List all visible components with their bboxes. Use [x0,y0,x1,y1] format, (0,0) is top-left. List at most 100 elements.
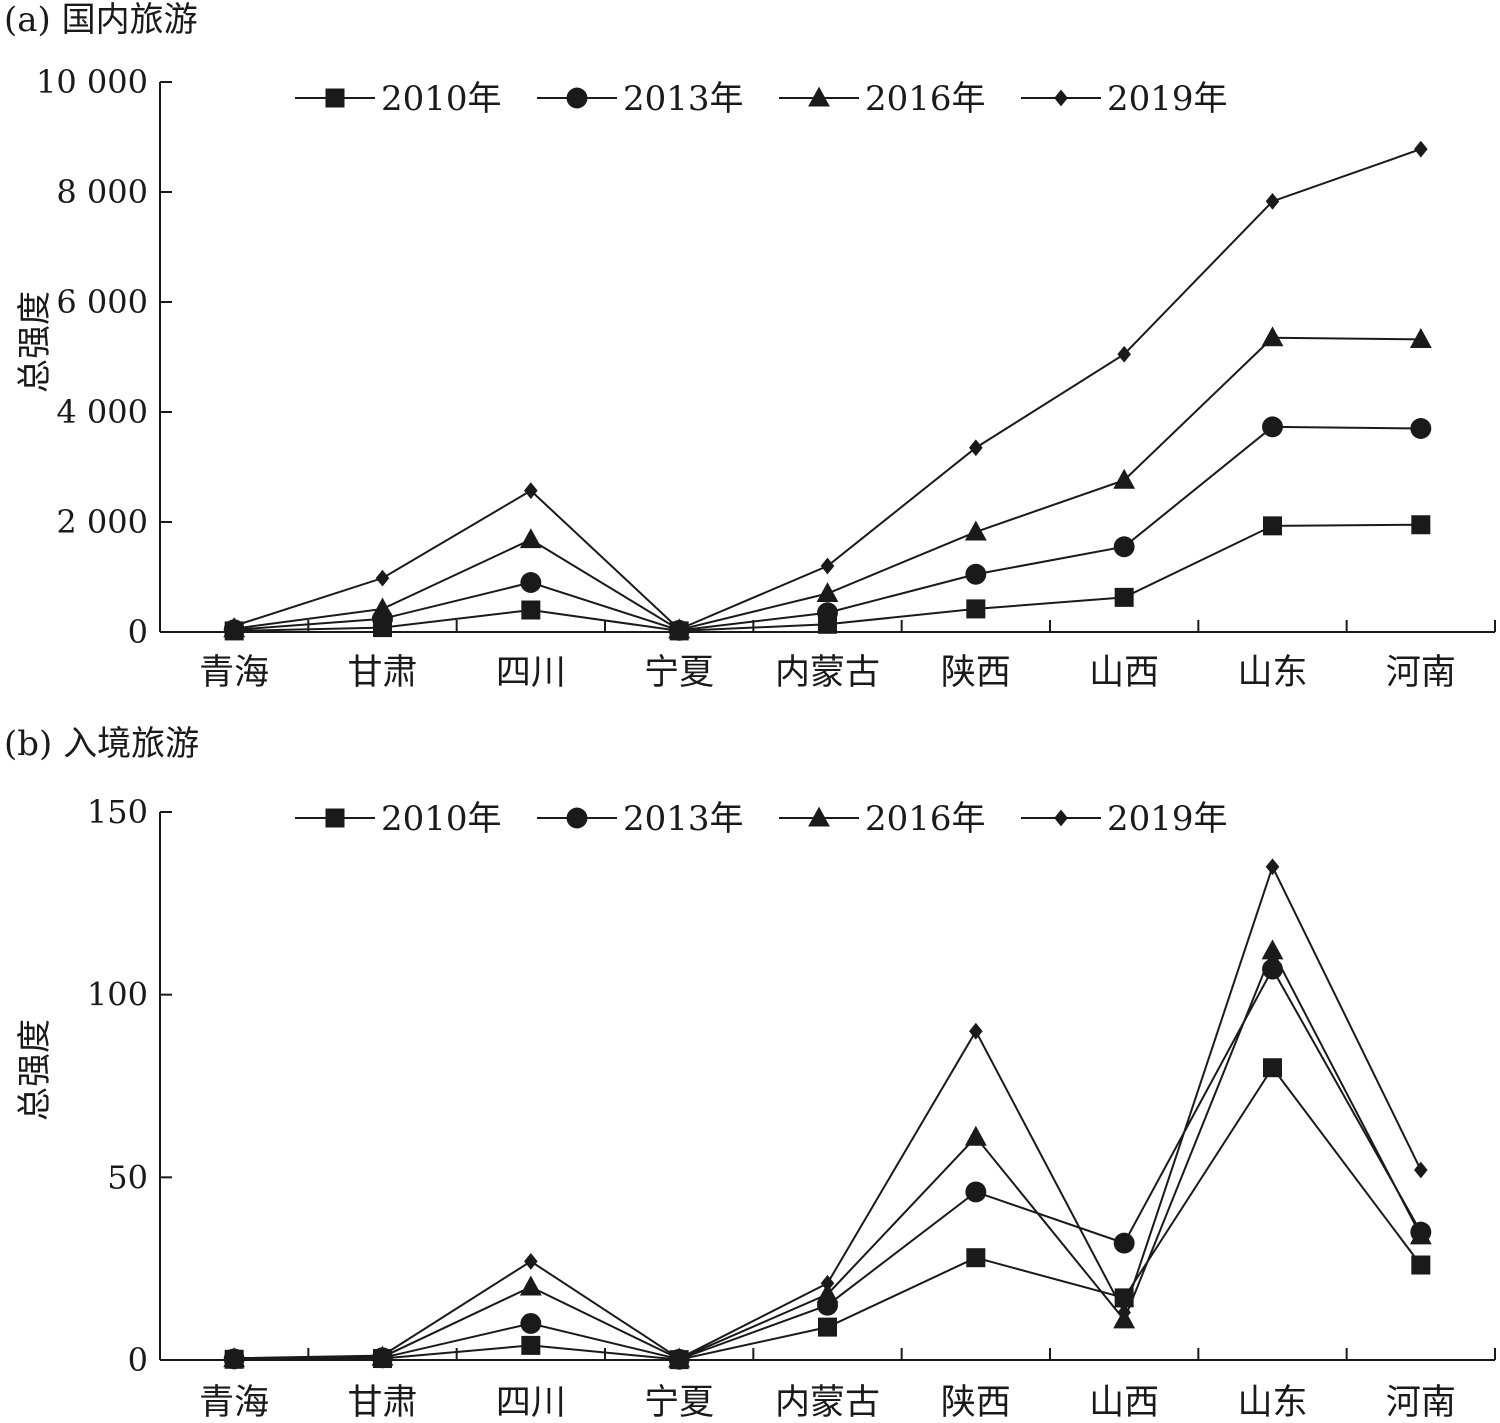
data-point-diamond [1265,858,1280,876]
data-point-diamond [1265,192,1280,210]
data-point-diamond [1117,345,1131,363]
data-point-diamond [672,1350,686,1367]
x-tick-label: 青海 [199,1383,269,1423]
legend-label: 2010年 [381,79,502,119]
data-point-circle [965,1181,987,1203]
data-point-square [1114,587,1134,607]
data-point-triangle [1261,939,1284,960]
panel-b-title: (b) 入境旅游 [4,724,200,764]
data-point-diamond [820,1274,835,1292]
legend-label: 2013年 [623,79,744,119]
y-axis-label: 总强度 [15,291,55,393]
legend-marker-triangle [808,806,830,827]
x-tick-label: 四川 [496,653,566,693]
legend-marker-square [325,88,345,108]
y-tick-label: 4 000 [56,393,148,431]
legend-marker-diamond [1054,89,1068,107]
x-tick-label: 甘肃 [347,1383,417,1423]
legend-label: 2016年 [865,799,986,839]
legend-marker-square [325,808,345,828]
data-point-diamond [227,617,241,635]
data-point-triangle [1261,326,1284,347]
data-point-diamond [1414,140,1428,158]
data-point-circle [1262,416,1283,438]
data-point-triangle [1409,1224,1432,1245]
x-tick-label: 宁夏 [644,1383,714,1423]
y-tick-label: 10 000 [36,63,148,101]
chart-panel-b: 0 50 100 150 青海 甘肃 四川 宁夏 内蒙古 陕西 山西 山东 河南 总强度 2010年 2013… [15,793,1496,1423]
data-point-triangle [816,1282,839,1303]
data-point-circle [1113,1232,1135,1254]
data-point-square [1411,1255,1431,1275]
data-point-square [1263,1058,1282,1078]
data-point-diamond [524,482,538,500]
x-tick-label: 河南 [1386,653,1456,693]
data-point-diamond [375,569,390,587]
y-tick-label: 2 000 [56,503,148,541]
x-tick-label: 山西 [1089,1383,1159,1423]
data-point-diamond [820,557,835,575]
legend-marker-triangle [808,86,830,107]
data-point-diamond [672,620,686,638]
series-line-diamond [233,148,1422,631]
data-point-square [818,1317,837,1337]
y-tick-label: 150 [87,793,148,831]
y-tick-label: 0 [128,613,148,651]
legend-label: 2013年 [623,799,744,839]
data-point-triangle [519,1275,542,1296]
x-tick-label: 河南 [1386,1383,1456,1423]
data-point-diamond [375,1347,390,1365]
data-point-diamond [1414,1161,1428,1179]
data-point-diamond [969,1022,983,1040]
data-point-circle [965,563,987,585]
data-point-triangle [964,1125,987,1146]
x-tick-label: 青海 [199,653,269,693]
data-point-circle [1113,536,1135,558]
x-tick-label: 山东 [1237,653,1307,693]
data-point-triangle [519,528,542,549]
x-tick-label: 四川 [496,1383,566,1423]
x-tick-label: 山西 [1089,653,1159,693]
data-point-triangle [371,597,394,618]
data-point-square [966,1248,986,1268]
x-tick-label: 山东 [1237,1383,1307,1423]
x-tick-label: 陕西 [941,653,1011,693]
data-point-circle [817,602,838,624]
legend-label: 2016年 [865,79,986,119]
data-point-circle [1410,418,1432,439]
data-point-diamond [524,1252,538,1270]
data-point-diamond [969,439,983,457]
y-tick-label: 100 [87,976,148,1014]
legend-marker-diamond [1054,809,1068,827]
x-tick-label: 内蒙古 [775,1383,880,1423]
data-point-square [1411,515,1431,535]
data-point-circle [520,1313,542,1334]
data-point-diamond [1117,1304,1131,1321]
y-tick-label: 50 [107,1158,148,1196]
data-point-square [521,1335,541,1355]
legend-marker-circle [566,87,588,109]
x-tick-label: 甘肃 [347,653,417,693]
data-point-triangle [1113,468,1136,489]
legend-label: 2010年 [381,799,502,839]
data-point-circle [520,572,542,593]
y-tick-label: 6 000 [56,283,148,321]
y-tick-label: 8 000 [56,173,148,211]
y-tick-label: 0 [128,1341,148,1379]
x-tick-label: 宁夏 [644,653,714,693]
data-point-square [966,599,986,619]
data-point-triangle [816,582,839,603]
y-axis-label: 总强度 [15,1019,55,1121]
chart-panel-a: 0 2 000 4 000 6 000 8 000 10 000 青海 甘肃 四川 宁夏 内蒙古 陕西… [15,63,1496,693]
legend-label: 2019年 [1107,799,1228,839]
data-point-triangle [964,520,987,541]
x-tick-label: 内蒙古 [775,653,880,693]
data-point-square [521,600,541,620]
legend-marker-circle [566,807,588,829]
data-point-triangle [1409,328,1432,348]
data-point-square [1263,516,1282,536]
data-point-diamond [227,1349,241,1367]
series-line-square [234,1065,1422,1361]
panel-a-title: (a) 国内旅游 [4,0,198,40]
